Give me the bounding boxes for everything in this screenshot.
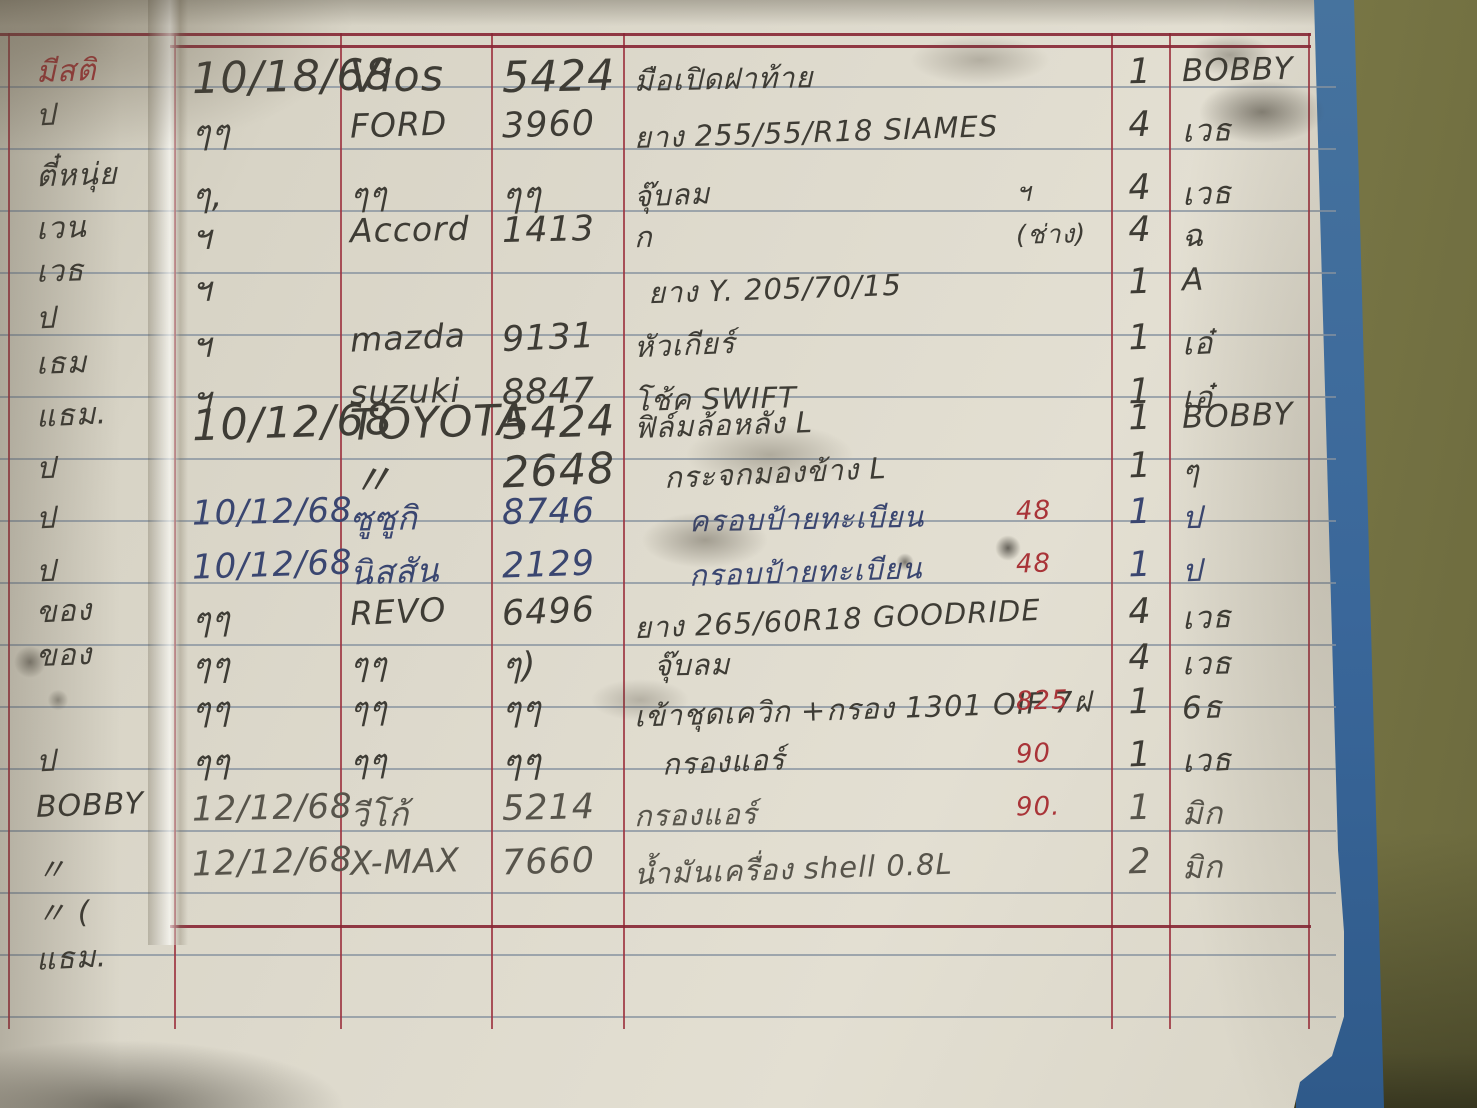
cell-number: 5214 <box>501 787 596 829</box>
cell-qty: 1 <box>1127 734 1153 776</box>
cell-desc: ยาง Y. 205/70/15 <box>647 267 903 311</box>
cell-name: เวธ <box>1181 598 1233 638</box>
cell-note: 48 <box>1015 548 1052 580</box>
table-row: 12/12/68 X-MAX 7660 น้ำมันเครื่อง shell 0.8… <box>0 839 1336 898</box>
cell-note: (ช่าง) <box>1015 219 1087 251</box>
cell-qty: 4 <box>1127 209 1153 251</box>
cell-name: ๆ <box>1181 453 1201 491</box>
cell-qty: 4 <box>1127 167 1153 209</box>
cell-desc: มือเปิดฝาท้าย <box>633 60 814 98</box>
cell-desc: หัวเกียร์ <box>633 325 737 365</box>
cell-number: 8746 <box>501 491 596 533</box>
cell-date: ฯ <box>191 325 214 367</box>
cell-name: 6ธ <box>1181 689 1224 727</box>
cell-number: 2648 <box>500 443 617 499</box>
cell-date: ๆๆ <box>191 112 232 154</box>
cell-number: 5424 <box>501 50 616 104</box>
cell-desc: กรองแอร์ <box>661 742 787 782</box>
header-rule <box>170 45 1311 48</box>
cell-number: 2129 <box>501 543 596 587</box>
cell-note: 90. <box>1015 791 1061 823</box>
table-row: ๆๆ FORD 3960 ยาง 255/55/R18 SIAMES 4 เวธ <box>0 103 1336 161</box>
table-row: ฯ mazda 9131 หัวเกียร์ 1 เอ๋ <box>0 315 1336 374</box>
cell-qty: 1 <box>1127 261 1153 303</box>
cell-model: ๆๆ <box>349 741 389 782</box>
cell-date: ฯ <box>191 217 213 259</box>
cell-qty: 1 <box>1127 491 1153 533</box>
cell-note: 825 <box>1015 685 1070 717</box>
footer-rule <box>170 925 1311 928</box>
cell-note: 90 <box>1015 738 1052 770</box>
cell-number: 5424 <box>501 396 617 450</box>
cell-name: BOBBY <box>1181 396 1295 436</box>
cell-qty: 4 <box>1127 104 1153 146</box>
cell-qty: 1 <box>1127 51 1153 93</box>
cell-qty: 1 <box>1127 317 1153 359</box>
cell-desc: ยาง 255/55/R18 SIAMES <box>633 108 999 156</box>
cell-date: ๆๆ <box>191 689 232 731</box>
table-row: ฯ ยาง Y. 205/70/15 1 A <box>0 262 1336 318</box>
cell-desc: กรองแอร์ <box>633 796 758 834</box>
cell-desc: ครอบป้ายทะเบียน <box>688 499 925 539</box>
cell-number: 1413 <box>501 209 596 251</box>
cell-qty: 1 <box>1127 787 1153 829</box>
table-row: ๆๆ ๆๆ ๆๆ กรองแอร์ 90 1 เวธ <box>0 734 1336 791</box>
cell-qty: 1 <box>1127 445 1153 487</box>
cell-model: REVO <box>349 589 448 634</box>
cell-number: 6496 <box>501 589 596 635</box>
cell-desc: กรอบป้ายทะเบียน <box>688 551 923 593</box>
table-row: 12/12/68 วีโก้ 5214 กรองแอร์ 90. 1 มิก <box>0 786 1336 844</box>
cell-qty: 4 <box>1127 591 1153 633</box>
cell-model: mazda <box>349 315 467 360</box>
cell-number: ๆๆ <box>501 742 543 784</box>
table-row: 10/18/68 Vios 5424 มือเปิดฝาท้าย 1 BOBBY <box>0 50 1336 108</box>
cell-name: เวธ <box>1181 112 1233 150</box>
cell-date: 10/12/68 <box>191 542 354 588</box>
cell-name: ป <box>1181 499 1204 537</box>
cell-qty: 2 <box>1127 841 1153 883</box>
cell-desc: ก <box>633 219 653 255</box>
cell-number: 7660 <box>501 840 596 884</box>
cell-name: A <box>1181 261 1205 299</box>
cell-model: Vios <box>349 51 445 103</box>
cell-desc: น้ำมันเครื่อง shell 0.8L <box>633 846 954 892</box>
table-row: ฯ Accord 1413 ก (ช่าง) 4 ฉ <box>0 208 1336 266</box>
cell-model: วีโก้ <box>349 794 410 835</box>
cell-name: ฉ <box>1181 217 1205 255</box>
cell-date: ๆๆ <box>191 742 232 784</box>
cell-note: 48 <box>1015 495 1052 527</box>
cell-note: ฯ <box>1015 177 1033 209</box>
cell-model: FORD <box>349 103 448 146</box>
cell-name: ป <box>1181 552 1204 590</box>
cell-model: Accord <box>349 208 470 251</box>
cell-date: 12/12/68 <box>191 839 354 885</box>
cell-number: ๆๆ <box>501 689 543 731</box>
cell-name: BOBBY <box>1181 50 1294 90</box>
cell-model: ๆๆ <box>349 688 389 729</box>
cell-name: มิก <box>1181 849 1224 887</box>
cell-number: 3960 <box>501 103 596 147</box>
cell-name: เวธ <box>1181 741 1233 781</box>
cell-model: ซูซูกิ <box>349 498 419 539</box>
cell-date: 10/12/68 <box>191 490 354 534</box>
cell-qty: 4 <box>1127 637 1153 679</box>
header-rule <box>0 33 1311 36</box>
cell-model: X-MAX <box>349 840 461 883</box>
cell-date: ฯ <box>191 269 213 311</box>
margin-name: แธม. <box>35 939 108 978</box>
table-row: ๆๆ ๆๆ ๆๆ เข้าชุดเควิก +กรอง 1301 OIF 7ฝ 825 1… <box>0 682 1336 738</box>
cell-name: เอ๋ <box>1181 325 1215 363</box>
cell-number: 9131 <box>501 315 596 361</box>
cell-desc: ฟิล์มล้อหลัง L <box>633 405 814 445</box>
cell-date: 12/12/68 <box>191 786 354 830</box>
cell-name: มิก <box>1181 795 1224 833</box>
cell-qty: 1 <box>1127 397 1153 439</box>
cell-qty: 1 <box>1127 681 1153 723</box>
cell-qty: 1 <box>1127 544 1153 586</box>
table-row: 10/12/68 ซูซูกิ 8746 ครอบป้ายทะเบียน 48 1 ป <box>0 490 1336 548</box>
